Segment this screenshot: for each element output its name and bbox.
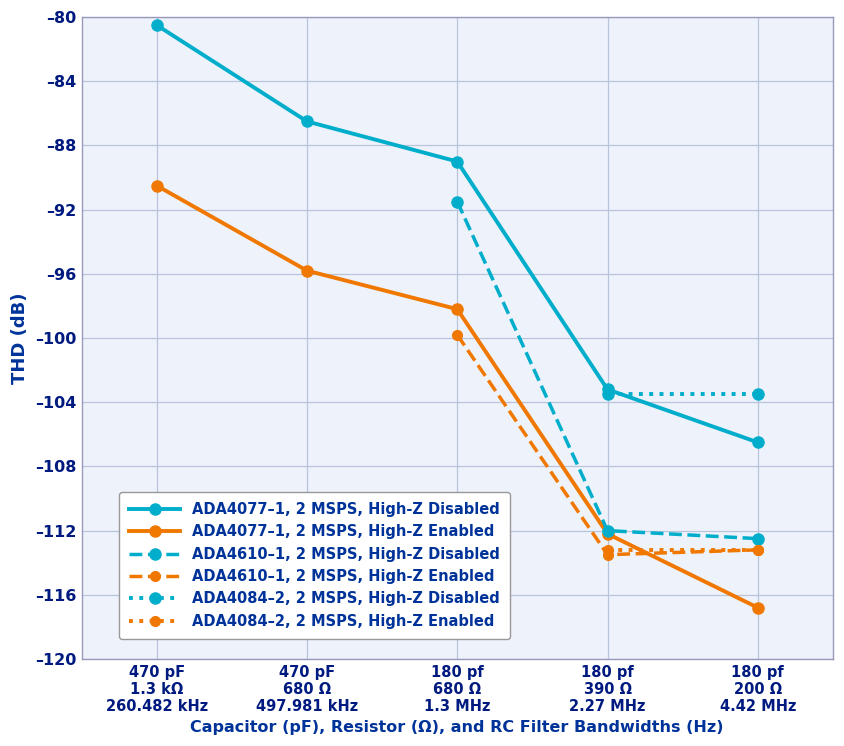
Legend: ADA4077–1, 2 MSPS, High-Z Disabled, ADA4077–1, 2 MSPS, High-Z Enabled, ADA4610–1: ADA4077–1, 2 MSPS, High-Z Disabled, ADA4…: [119, 492, 510, 639]
X-axis label: Capacitor (pF), Resistor (Ω), and RC Filter Bandwidths (Hz): Capacitor (pF), Resistor (Ω), and RC Fil…: [191, 720, 724, 735]
Y-axis label: THD (dB): THD (dB): [11, 292, 29, 383]
